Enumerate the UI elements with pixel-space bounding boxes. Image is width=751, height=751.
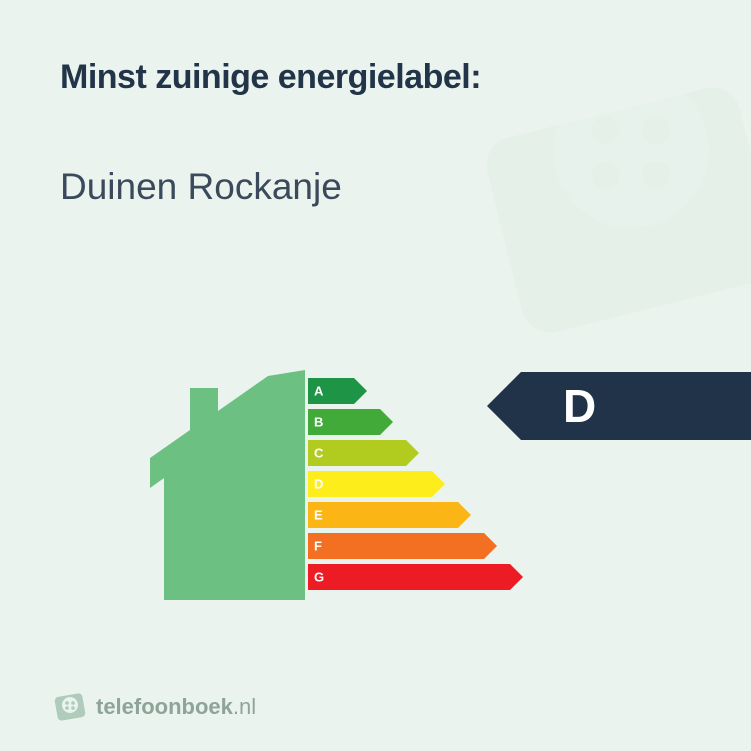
energy-bar-e: E — [308, 502, 610, 528]
bar-letter: F — [314, 539, 322, 554]
bar-letter: A — [314, 384, 323, 399]
bar-shape: A — [308, 378, 354, 404]
bar-shape: G — [308, 564, 510, 590]
bar-letter: G — [314, 570, 324, 585]
energy-bar-f: F — [308, 533, 610, 559]
footer-text: telefoonboek.nl — [96, 694, 256, 720]
bar-arrow-tip — [458, 502, 471, 528]
brand-bold: telefoonboek — [96, 694, 233, 719]
bar-arrow-tip — [354, 378, 367, 404]
rating-badge: D — [521, 372, 751, 440]
energy-bar-c: C — [308, 440, 610, 466]
bar-shape: E — [308, 502, 458, 528]
bar-arrow-tip — [510, 564, 523, 590]
bar-arrow-tip — [380, 409, 393, 435]
bar-arrow-tip — [406, 440, 419, 466]
page-title: Minst zuinige energielabel: — [60, 58, 481, 97]
house-icon — [150, 370, 305, 600]
background-watermark — [471, 20, 751, 340]
bar-shape: F — [308, 533, 484, 559]
bar-shape: B — [308, 409, 380, 435]
bar-arrow-tip — [484, 533, 497, 559]
bar-letter: B — [314, 415, 323, 430]
energy-bar-d: D — [308, 471, 610, 497]
bar-letter: D — [314, 477, 323, 492]
bar-letter: E — [314, 508, 323, 523]
bar-letter: C — [314, 446, 323, 461]
location-name: Duinen Rockanje — [60, 166, 342, 208]
bar-shape: D — [308, 471, 432, 497]
energy-bar-g: G — [308, 564, 610, 590]
bar-shape: C — [308, 440, 406, 466]
brand-thin: .nl — [233, 694, 256, 719]
bar-arrow-tip — [432, 471, 445, 497]
phonebook-icon — [54, 691, 86, 723]
rating-letter: D — [563, 379, 596, 433]
footer-brand: telefoonboek.nl — [54, 691, 256, 723]
